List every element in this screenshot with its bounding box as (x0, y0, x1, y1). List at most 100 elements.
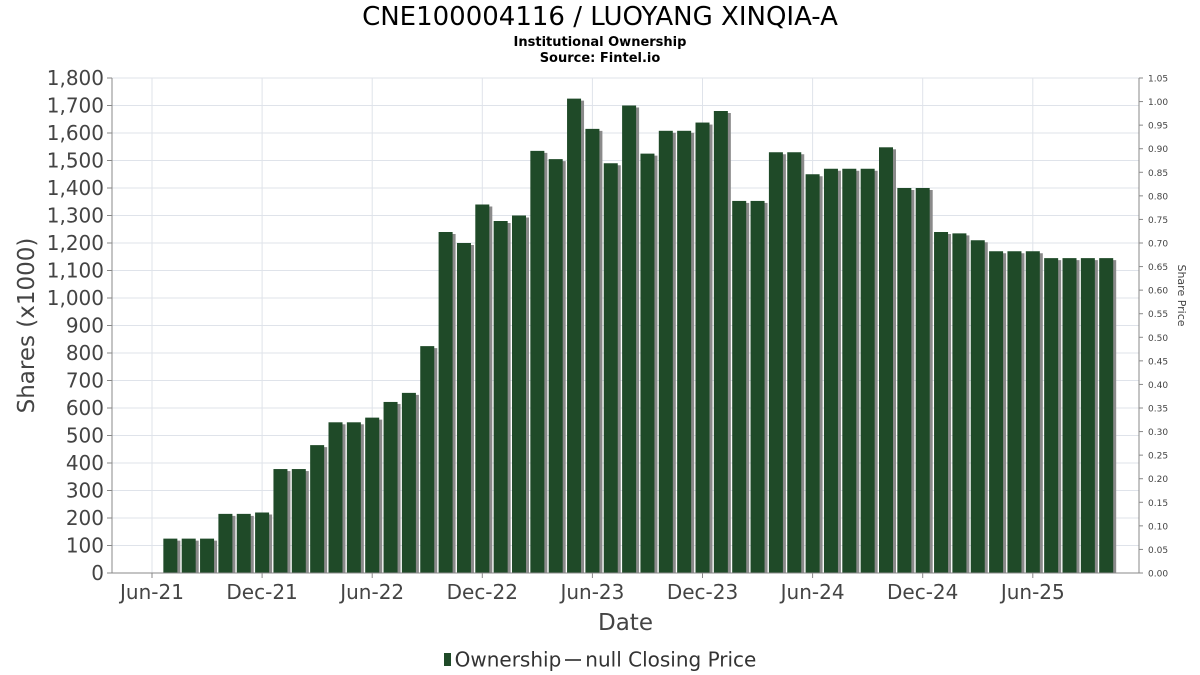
y-tick-label: 1,700 (47, 94, 104, 118)
y2-tick-label: 0.35 (1148, 405, 1168, 415)
x-tick-label: Dec-22 (447, 580, 518, 604)
ownership-bar (346, 422, 361, 573)
y2-tick-label: 0.75 (1148, 216, 1168, 226)
y2-tick-label: 0.95 (1148, 122, 1168, 132)
ownership-bar (860, 168, 875, 573)
y2-tick-label: 0.20 (1148, 475, 1168, 485)
y-tick-label: 600 (66, 396, 104, 420)
y-axis-title: Shares (x1000) (14, 238, 40, 414)
ownership-bar (401, 392, 416, 573)
y-tick-label: 500 (66, 424, 104, 448)
y2-tick-label: 1.00 (1148, 98, 1168, 108)
ownership-bar (603, 163, 618, 573)
x-tick-label: Jun-24 (779, 580, 845, 604)
price-legend-label: null Closing Price (585, 647, 757, 672)
ownership-bar (989, 251, 1004, 573)
ownership-bar (805, 174, 820, 573)
chart-subtitle: Institutional Ownership (513, 35, 687, 50)
ownership-bar (273, 469, 288, 573)
ownership-bar (548, 159, 563, 573)
x-tick-label: Jun-25 (999, 580, 1065, 604)
y-tick-label: 1,000 (47, 286, 104, 310)
y-tick-label: 1,200 (47, 231, 104, 255)
ownership-bar (236, 513, 251, 573)
y-tick-label: 200 (66, 506, 104, 530)
ownership-bar (310, 445, 325, 573)
ownership-bar (658, 130, 673, 574)
ownership-bar (493, 221, 508, 573)
x-tick-label: Dec-23 (667, 580, 738, 604)
ownership-bar (897, 188, 912, 573)
ownership-bar (1099, 258, 1114, 573)
x-tick-label: Dec-24 (887, 580, 958, 604)
y2-tick-label: 0.10 (1148, 522, 1168, 532)
ownership-bar (512, 215, 526, 573)
y2-tick-label: 0.90 (1148, 145, 1168, 155)
ownership-bar (823, 168, 838, 573)
y2-tick-label: 0.00 (1148, 570, 1168, 580)
ownership-bar (218, 513, 233, 573)
ownership-bar (915, 188, 930, 573)
ownership-legend-label: Ownership (454, 647, 562, 672)
ownership-bar (585, 128, 600, 573)
x-tick-label: Jun-21 (118, 580, 184, 604)
ownership-bar (1062, 258, 1077, 573)
y2-tick-label: 0.60 (1148, 287, 1168, 297)
y2-tick-label: 0.55 (1148, 310, 1168, 320)
ownership-bar (383, 401, 398, 573)
y-tick-label: 100 (66, 534, 104, 558)
y2-tick-label: 0.40 (1148, 381, 1168, 391)
ownership-bar (879, 147, 893, 574)
y2-tick-label: 0.30 (1148, 428, 1168, 438)
y-tick-label: 800 (66, 341, 104, 365)
y2-tick-label: 0.45 (1148, 357, 1168, 367)
y-tick-label: 900 (66, 314, 104, 338)
ownership-bar (1044, 258, 1059, 573)
ownership-bar (1007, 251, 1022, 573)
ownership-bar (1025, 251, 1040, 573)
chart-svg: 0 100 200 300 400 500 600 700 800 900 1,000 1,100 1,… (14, 66, 1188, 636)
y2-tick-label: 0.80 (1148, 192, 1168, 202)
ownership-bar (622, 105, 637, 573)
ownership-bar (291, 469, 306, 573)
ownership-bar (475, 204, 490, 573)
y-tick-label: 1,500 (47, 149, 104, 173)
ownership-bar (420, 346, 435, 573)
ownership-bar (365, 417, 380, 573)
ownership-bar (695, 122, 710, 574)
ownership-bar (677, 130, 692, 574)
ownership-bar (732, 200, 747, 574)
ownership-bar (952, 233, 967, 573)
y-tick-label: 1,100 (47, 259, 104, 283)
y2-axis-title: Share Price (1175, 264, 1188, 326)
chart-source: Source: Fintel.io (539, 51, 661, 66)
y-tick-label: 1,800 (47, 66, 104, 90)
y-tick-label: 0 (91, 561, 104, 585)
ownership-bar (181, 538, 196, 573)
y-tick-label: 1,300 (47, 204, 104, 228)
ownership-bar (456, 243, 471, 573)
ownership-bar (640, 153, 655, 573)
y2-tick-label: 0.15 (1148, 499, 1168, 509)
y-tick-label: 1,600 (47, 121, 104, 145)
y-tick-label: 300 (66, 479, 104, 503)
ownership-bar (787, 152, 802, 573)
y2-tick-label: 0.05 (1148, 546, 1168, 556)
ownership-bar (934, 232, 949, 573)
x-tick-label: Dec-21 (226, 580, 297, 604)
ownership-bar (750, 200, 765, 574)
ownership-bar (163, 538, 178, 573)
y2-tick-label: 0.85 (1148, 169, 1168, 179)
x-tick-label: Jun-22 (338, 580, 404, 604)
y-tick-label: 1,400 (47, 176, 104, 200)
ownership-bar (438, 232, 453, 573)
ownership-bar (530, 150, 545, 573)
ownership-bar (970, 240, 985, 573)
chart-legend: Ownership null Closing Price (0, 646, 1200, 672)
y-tick-label: 400 (66, 451, 104, 475)
chart-title: CNE100004116 / LUOYANG XINQIA-A (362, 2, 838, 32)
ownership-bar (567, 98, 582, 573)
y2-tick-label: 0.50 (1148, 334, 1168, 344)
y2-tick-label: 0.70 (1148, 240, 1168, 250)
price-legend-line (565, 658, 582, 661)
